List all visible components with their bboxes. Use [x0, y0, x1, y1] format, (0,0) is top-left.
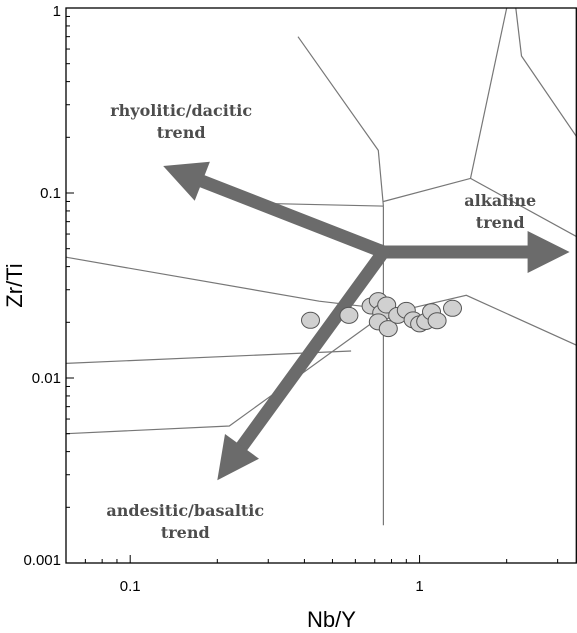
x-tick-label: 0.1: [120, 578, 141, 595]
trend-arrow: [376, 231, 570, 273]
field-boundary-line: [65, 314, 384, 435]
trend-arrow-shaft: [235, 245, 390, 453]
field-boundary-line: [515, 7, 577, 138]
data-point: [377, 296, 397, 314]
field-boundary-line: [297, 36, 384, 207]
trend-arrow: [163, 161, 390, 259]
trend-annotation: alkaline: [464, 191, 536, 210]
y-axis-title: Zr/Ti: [2, 263, 27, 307]
trend-arrow-head: [527, 231, 570, 273]
field-boundary-line: [65, 256, 375, 309]
trend-annotation: trend: [157, 123, 206, 142]
trend-annotation: andesitic/basaltic: [106, 501, 264, 520]
y-tick-label: 0.1: [40, 185, 61, 202]
plot-frame: [65, 7, 577, 564]
data-points: [301, 292, 462, 338]
field-boundary-line: [383, 7, 508, 203]
trend-annotation: rhyolitic/dacitic: [110, 101, 252, 120]
data-point: [427, 312, 447, 330]
x-tick-label: 1: [415, 578, 423, 595]
y-tick-label: 1: [53, 3, 61, 20]
y-tick-label: 0.001: [23, 552, 61, 569]
trend-arrow-head: [217, 434, 259, 481]
trend-arrow-shaft: [195, 174, 390, 259]
field-boundary-line: [470, 177, 577, 238]
y-tick-label: 0.01: [32, 370, 61, 387]
annotations: rhyolitic/dacitic trend alkaline trend andes…: [106, 101, 536, 542]
data-point: [378, 320, 398, 338]
trend-annotation: trend: [161, 523, 210, 542]
axes: 0.1 1 0.001 0.01 0.1 1: [23, 3, 559, 595]
data-point: [339, 306, 359, 324]
x-axis-title: Nb/Y: [307, 607, 356, 632]
trend-arrows: [163, 161, 570, 481]
field-boundaries: [65, 7, 577, 526]
trend-arrow-head: [163, 161, 210, 201]
trend-arrow: [217, 245, 390, 481]
data-point: [301, 311, 320, 329]
data-point: [443, 299, 462, 317]
field-boundary-line: [259, 202, 384, 207]
trend-annotation: trend: [476, 213, 525, 232]
